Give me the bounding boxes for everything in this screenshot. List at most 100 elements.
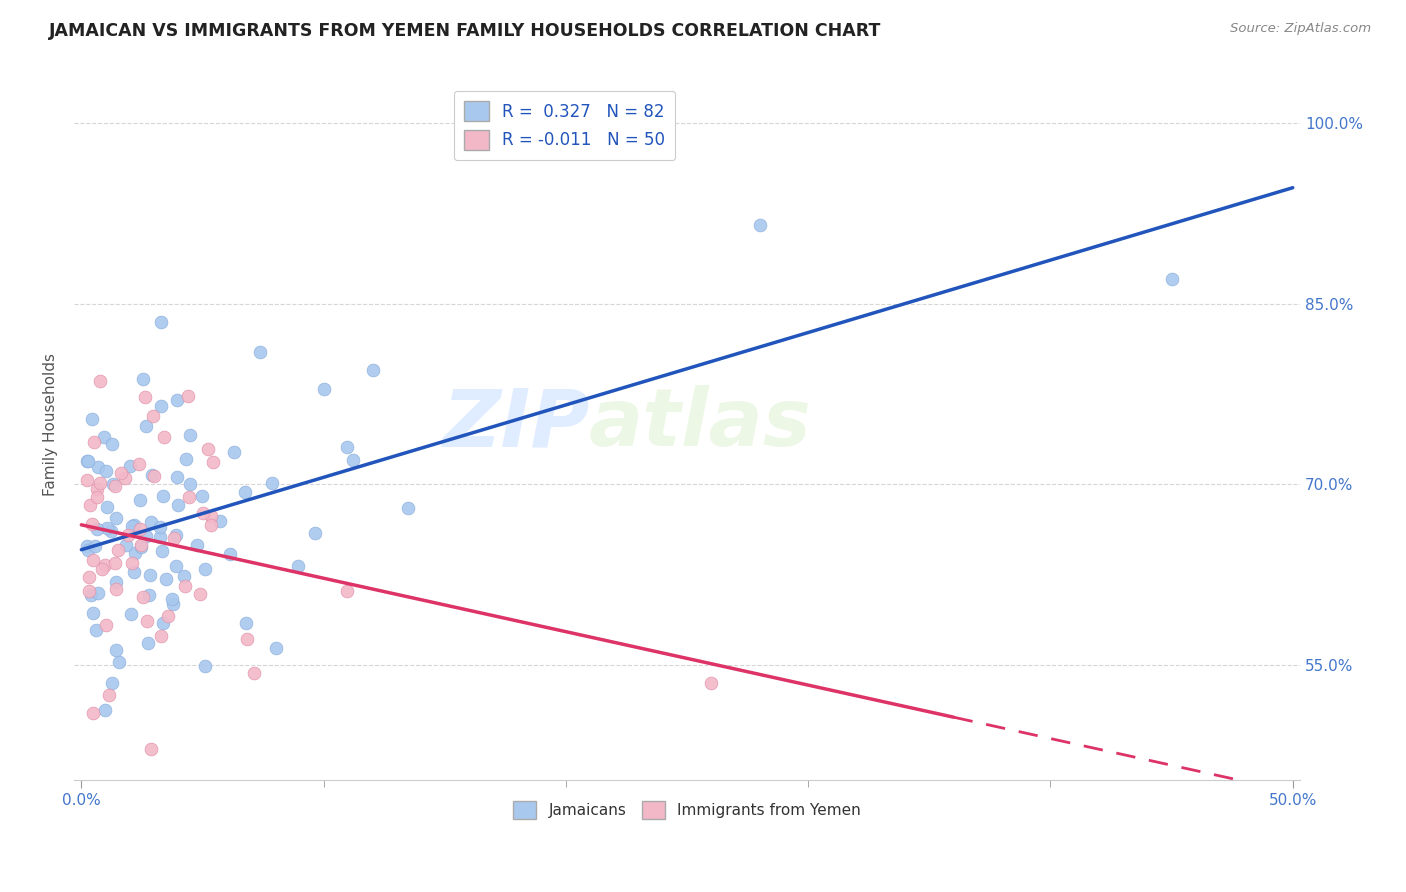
Point [242, 665, 264, 680]
Point [83, 435, 105, 450]
Point [236, 632, 259, 646]
Point [100, 524, 122, 538]
Point [82, 553, 104, 567]
Point [152, 616, 174, 631]
Point [80, 589, 103, 603]
Point [115, 538, 138, 552]
Point [139, 568, 162, 582]
Point [219, 547, 242, 561]
Point [186, 538, 208, 552]
Point [163, 532, 186, 546]
Point [191, 489, 214, 503]
Point [104, 479, 127, 493]
Point [82, 606, 104, 620]
Point [76, 539, 98, 553]
Point [304, 526, 326, 541]
Point [233, 485, 256, 500]
Point [287, 559, 309, 574]
Point [162, 597, 184, 611]
Point [96, 500, 118, 514]
Point [94, 703, 117, 717]
Point [89, 374, 111, 388]
Point [224, 445, 246, 459]
Point [156, 608, 179, 623]
Point [105, 582, 128, 596]
Point [155, 572, 177, 586]
Point [166, 393, 188, 408]
Point [152, 430, 174, 444]
Point [129, 492, 152, 507]
Point [97, 689, 120, 703]
Point [87, 459, 110, 474]
Point [700, 676, 723, 690]
Point [150, 544, 173, 558]
Point [76, 474, 98, 488]
Y-axis label: Family Households: Family Households [44, 352, 58, 496]
Point [177, 389, 200, 403]
Point [114, 471, 136, 485]
Point [138, 589, 160, 603]
Point [136, 636, 159, 650]
Point [141, 742, 163, 756]
Point [96, 464, 118, 478]
Point [121, 556, 143, 570]
Point [336, 583, 359, 598]
Point [93, 430, 115, 444]
Point [101, 676, 124, 690]
Text: atlas: atlas [589, 385, 811, 463]
Point [104, 556, 127, 570]
Point [129, 538, 152, 552]
Point [150, 315, 173, 329]
Point [80, 516, 103, 531]
Point [262, 475, 284, 490]
Point [141, 468, 163, 483]
Point [124, 546, 146, 560]
Point [314, 382, 336, 396]
Point [249, 345, 271, 359]
Point [1160, 272, 1182, 286]
Point [132, 372, 155, 386]
Point [179, 490, 201, 504]
Legend: Jamaicans, Immigrants from Yemen: Jamaicans, Immigrants from Yemen [508, 795, 866, 825]
Point [84, 624, 107, 638]
Point [149, 629, 172, 643]
Point [748, 218, 770, 232]
Point [77, 454, 100, 468]
Point [104, 511, 127, 525]
Point [77, 584, 100, 599]
Point [128, 457, 150, 471]
Point [120, 607, 142, 622]
Point [117, 527, 139, 541]
Point [80, 411, 103, 425]
Point [105, 575, 128, 590]
Point [142, 409, 165, 423]
Point [165, 559, 187, 574]
Point [96, 521, 118, 535]
Point [200, 517, 222, 532]
Point [200, 509, 222, 524]
Point [174, 578, 197, 592]
Point [124, 566, 146, 580]
Point [266, 640, 288, 655]
Point [132, 590, 155, 604]
Point [208, 514, 231, 528]
Point [93, 558, 115, 572]
Point [167, 498, 190, 512]
Point [110, 466, 132, 480]
Point [100, 437, 122, 451]
Point [86, 491, 108, 505]
Point [201, 455, 224, 469]
Point [107, 655, 129, 669]
Point [76, 454, 98, 468]
Point [136, 614, 159, 628]
Point [104, 642, 127, 657]
Point [191, 506, 214, 520]
Point [77, 543, 100, 558]
Text: ZIP: ZIP [441, 385, 589, 463]
Point [176, 451, 198, 466]
Point [79, 498, 101, 512]
Point [94, 617, 117, 632]
Point [150, 399, 173, 413]
Point [194, 562, 217, 576]
Text: JAMAICAN VS IMMIGRANTS FROM YEMEN FAMILY HOUSEHOLDS CORRELATION CHART: JAMAICAN VS IMMIGRANTS FROM YEMEN FAMILY… [49, 22, 882, 40]
